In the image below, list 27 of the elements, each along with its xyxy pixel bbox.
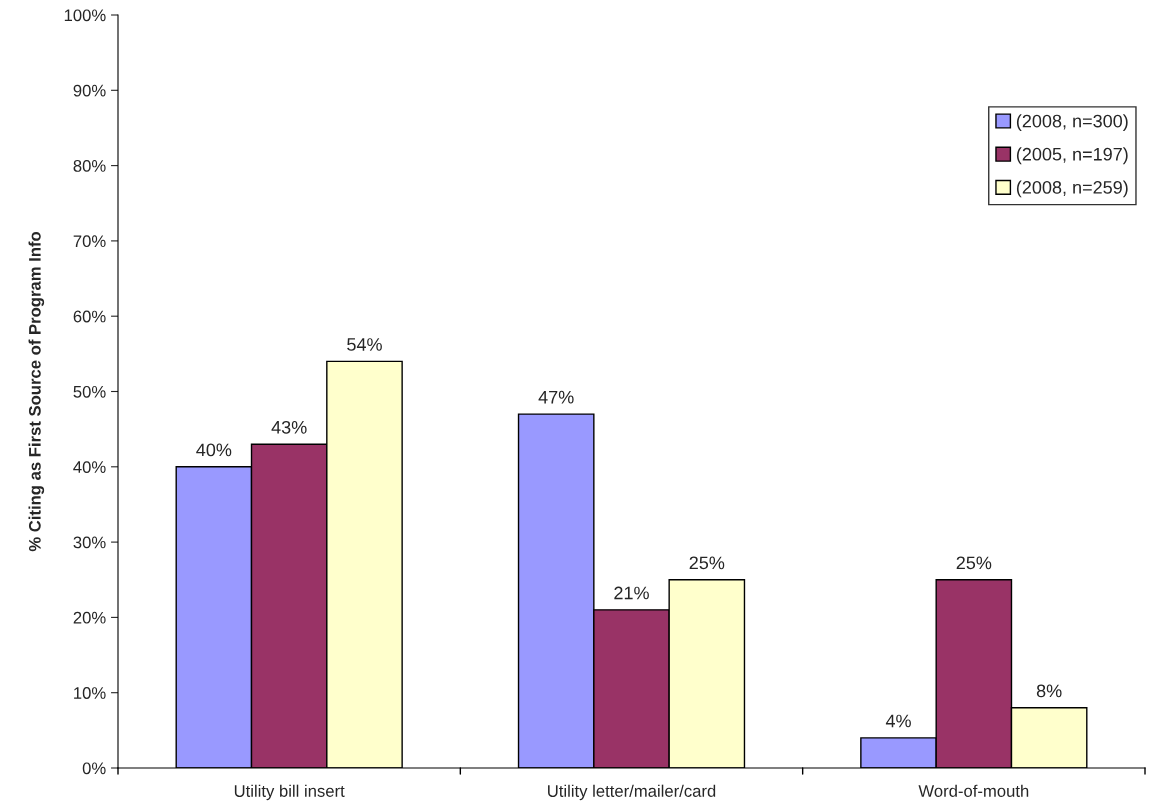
y-tick-label: 0% <box>82 762 106 775</box>
y-tick-label: 40% <box>73 461 106 473</box>
text: 21% <box>614 586 649 600</box>
legend-label: (2005, n=197) <box>1016 147 1128 165</box>
y-tick-label: 30% <box>73 536 106 549</box>
y-axis-title: % Citing as First Source of Program Info <box>28 231 45 552</box>
text: 25% <box>956 556 992 570</box>
y-tick-label: 60% <box>73 310 106 323</box>
x-tick-label: Utility letter/mailer/card <box>548 784 716 801</box>
legend-label: (2008, n=300) <box>1016 114 1128 131</box>
text: 54% <box>347 338 382 351</box>
y-tick-label: 90% <box>73 84 106 97</box>
text: 8% <box>1036 684 1062 698</box>
text: 40% <box>196 443 232 457</box>
y-tick-label: 80% <box>73 160 106 172</box>
x-tick-label: Word-of-mouth <box>918 784 1029 797</box>
text: 4% <box>885 714 911 728</box>
y-tick-label: 50% <box>73 385 106 398</box>
text: 43% <box>271 420 307 434</box>
y-tick-label: 20% <box>73 611 106 624</box>
y-tick-label: 100% <box>64 9 106 22</box>
y-tick-label: 70% <box>73 235 106 248</box>
x-tick-label: Utility bill insert <box>234 784 345 801</box>
text: 47% <box>538 390 574 404</box>
text: 25% <box>689 556 725 570</box>
legend-label: (2008, n=259) <box>1016 180 1128 198</box>
y-tick-label: 10% <box>74 687 106 699</box>
